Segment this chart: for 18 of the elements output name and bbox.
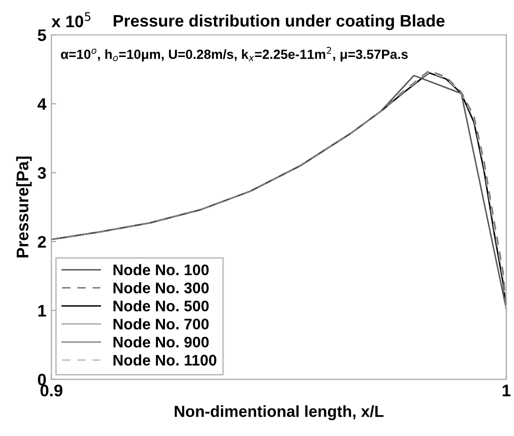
y-tick-label: 4 [38,98,46,110]
y-tick-label: 1 [38,305,46,316]
chart-title: Pressure distribution under coating Blade [114,14,445,30]
text: α=10$^{o}$, h$_{o}$=10μm, U=0.28m/s, k$_{x}$=2.25e-11m$^{2}$, μ=3.57Pa.s [61,46,408,62]
legend-label: Node No. 1100 [114,354,216,366]
y-axis-title: Pressure[Pa] [16,156,32,258]
text: x 10$^{5}$ [52,12,90,28]
x-axis-title: Non-dimentional length, x/L [174,405,384,420]
y-tick-label: 3 [38,167,46,179]
legend-label: Node No. 100 [114,264,209,276]
legend-label: Node No. 700 [114,318,209,330]
legend-label: Node No. 300 [114,282,209,294]
legend-label: Node No. 900 [114,336,209,348]
y-tick-label: 2 [38,236,46,248]
y-tick-label: 0 [38,374,46,386]
x-tick-label: 0.9 [40,384,62,396]
legend-label: Node No. 500 [114,300,209,312]
y-tick-label: 5 [38,29,46,42]
